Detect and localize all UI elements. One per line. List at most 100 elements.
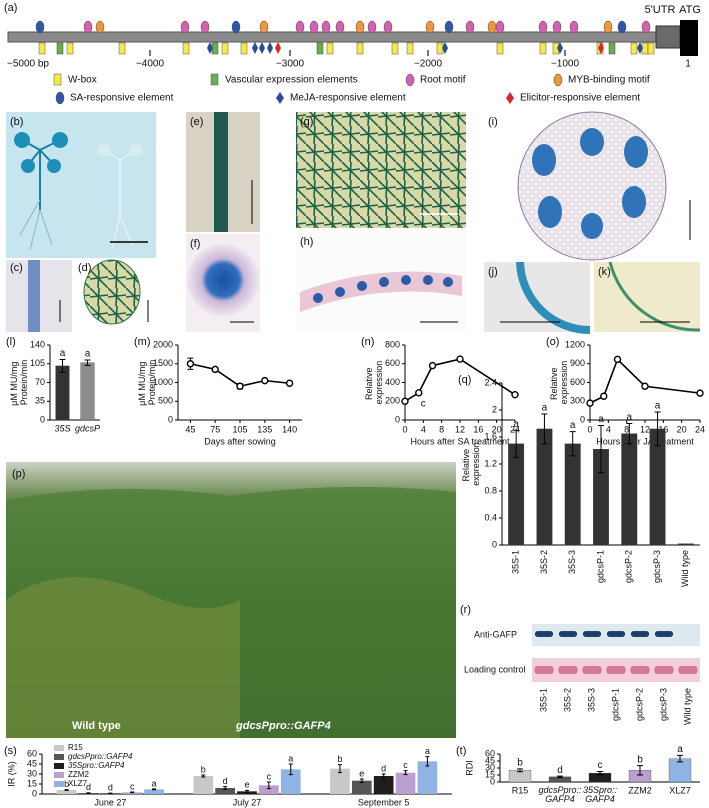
motif-root	[200, 20, 210, 34]
motif-myb	[425, 20, 435, 34]
point	[586, 399, 594, 407]
motif-meja	[207, 42, 213, 54]
motif-vascular	[56, 42, 64, 55]
point	[613, 355, 622, 364]
photo-b	[6, 112, 156, 258]
significance-letter: a	[570, 420, 576, 431]
blot-band	[654, 631, 674, 637]
y-axis-title: Relative expression	[364, 361, 384, 405]
significance-letter: a	[598, 414, 604, 425]
axis-label: −1000	[551, 59, 580, 70]
motif-meja	[259, 42, 265, 54]
significance-letter: a	[513, 419, 519, 430]
motif-myb	[355, 20, 365, 34]
legend-label: 35Spro::GAFP4	[68, 761, 125, 770]
error-bar	[403, 770, 408, 776]
y-tick-label: 45	[485, 755, 495, 765]
blot-row-label: Anti-GAFP	[474, 629, 517, 639]
vein-dots	[313, 275, 453, 303]
legend-label: R15	[68, 743, 83, 752]
panel-label: (d)	[78, 262, 91, 274]
bar	[508, 443, 525, 546]
error-bar	[381, 773, 386, 779]
y-tick-label: 15	[485, 769, 495, 779]
panel-label: (r)	[460, 604, 471, 616]
roots	[19, 199, 53, 251]
panel-label: (c)	[10, 262, 23, 274]
chart: (m) μM MU/mg Protein/min 0 500 1000 1500 2000 D…	[134, 336, 302, 446]
error-bar	[598, 425, 604, 474]
y-tick-label: 60	[485, 748, 495, 758]
motif-markers	[35, 20, 655, 55]
leaf	[14, 132, 30, 148]
significance-letter: c	[403, 760, 408, 770]
lane-label: 35S-2	[562, 688, 572, 712]
y-axis-title: μM MU/mg Protein/min	[9, 359, 29, 406]
axis-label: −5000 bp	[7, 59, 49, 70]
error-bar	[130, 791, 135, 794]
motif-root	[295, 20, 305, 34]
x-tick-label: gdcsPpro:: GAFP4	[538, 785, 582, 804]
error-bar	[637, 765, 643, 776]
seedling	[21, 139, 61, 210]
x-axis-title: Hours after JA treatment	[596, 436, 694, 446]
legend-label: Vascular expression elements	[225, 75, 358, 86]
chart: (l) μM MU/mg Protein/min 0 35 70 105 140 a 35S a g…	[6, 336, 100, 433]
lane-label: gdcsP-1	[610, 688, 620, 721]
bar	[677, 543, 694, 546]
y-tick-label: 1000	[153, 377, 173, 387]
field-label: Wild type	[72, 720, 121, 732]
point	[428, 361, 437, 370]
point	[511, 390, 519, 399]
error-bar	[569, 431, 576, 457]
significance-letter: c	[598, 760, 603, 771]
motif-w-box	[630, 42, 638, 55]
y-tick-label: 400	[385, 377, 400, 387]
motif-root	[309, 20, 319, 34]
x-tick-label: 0	[587, 424, 592, 434]
y-tick-label: 0	[168, 414, 173, 424]
x-tick-label: gdcsP-2	[624, 550, 634, 583]
y-tick-label: 1200	[565, 339, 585, 349]
panel-label: (q)	[458, 374, 471, 386]
leaf	[21, 159, 35, 173]
motif-root	[83, 20, 93, 34]
motif-root	[495, 20, 505, 34]
text-line: GAFP4	[585, 794, 615, 804]
significance-letter: a	[655, 401, 661, 412]
legend-label: Root motif	[420, 75, 466, 86]
panel-label: (n)	[361, 336, 374, 348]
lane-label: 35S-3	[586, 688, 596, 712]
panel-label: (p)	[12, 468, 25, 480]
axis-label: −4000	[136, 59, 165, 70]
legend-swatch	[506, 92, 514, 104]
point	[285, 379, 294, 387]
x-tick-label: 24	[510, 424, 520, 434]
bar	[80, 362, 95, 421]
panel-label: (b)	[10, 116, 23, 128]
y-tick-label: 2	[492, 404, 497, 414]
motif-root	[180, 20, 190, 34]
bar	[649, 428, 666, 546]
error-bar	[513, 429, 520, 458]
motif-myb	[487, 20, 497, 34]
promoter-bar	[7, 31, 657, 43]
significance-letter: b	[637, 754, 643, 765]
significance-letter: b	[517, 758, 523, 769]
y-axis-title: IR (%)	[6, 761, 16, 787]
panel-label: (t)	[456, 745, 466, 757]
bar	[395, 772, 416, 794]
legend-swatch	[54, 754, 64, 760]
photo-g	[296, 112, 466, 228]
text-line: expression	[559, 361, 569, 405]
x-tick-label: 4	[421, 424, 426, 434]
legend-swatch	[55, 91, 65, 105]
y-tick-label: 45	[27, 758, 37, 768]
error-bar	[517, 768, 523, 773]
text-line: Relative	[461, 446, 471, 481]
motif-w-box	[496, 42, 504, 55]
bar	[621, 433, 638, 546]
x-tick-label: 105	[232, 424, 247, 434]
atg-box	[680, 20, 698, 56]
motif-root	[465, 20, 475, 34]
